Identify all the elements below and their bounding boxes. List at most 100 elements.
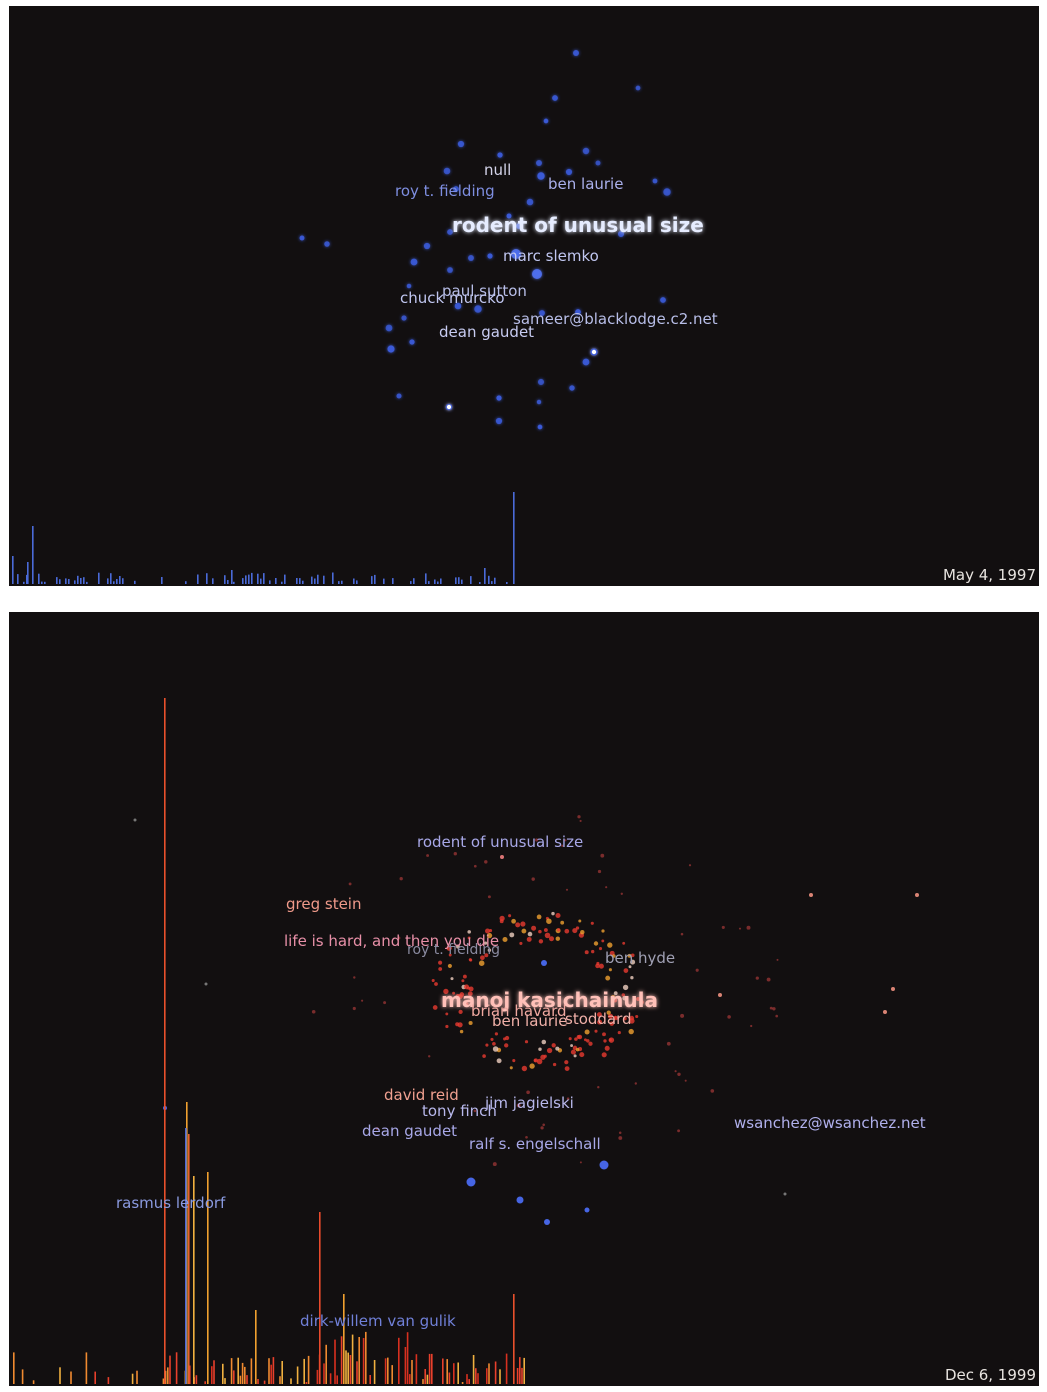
node-dot bbox=[783, 1192, 787, 1196]
node-dot bbox=[537, 172, 545, 180]
node-dot bbox=[443, 167, 451, 175]
node-label: tony finch bbox=[422, 1102, 497, 1120]
histogram-bar bbox=[374, 574, 376, 584]
histogram-bar bbox=[164, 698, 166, 1384]
node-dot bbox=[584, 1029, 590, 1035]
node-dot bbox=[628, 965, 632, 969]
node-dot bbox=[465, 1002, 469, 1006]
histogram-bar bbox=[336, 1375, 338, 1384]
node-dot bbox=[613, 991, 618, 996]
node-dot bbox=[446, 945, 452, 951]
histogram-bar bbox=[186, 1102, 188, 1384]
histogram-bar bbox=[365, 1331, 367, 1384]
node-dot bbox=[540, 1126, 544, 1130]
node-dot bbox=[636, 996, 641, 1002]
node-dot bbox=[584, 950, 589, 955]
node-dot bbox=[607, 942, 613, 948]
node-dot bbox=[574, 1037, 578, 1041]
node-dot bbox=[607, 1013, 613, 1019]
node-dot bbox=[541, 960, 547, 966]
node-dot bbox=[352, 1006, 356, 1011]
visualization-panel-1999: rodent of unusual size greg stein life i… bbox=[9, 612, 1039, 1386]
node-dot bbox=[484, 953, 489, 958]
histogram-bar bbox=[486, 1368, 488, 1384]
histogram-bar bbox=[230, 1358, 233, 1384]
histogram-bar bbox=[281, 1361, 283, 1384]
histogram-bar bbox=[316, 1369, 319, 1384]
node-dot bbox=[487, 948, 492, 952]
histogram-bar bbox=[245, 575, 247, 584]
histogram-bar bbox=[383, 578, 385, 584]
node-dot bbox=[463, 984, 470, 990]
node-dot bbox=[543, 1054, 547, 1058]
node-dot bbox=[680, 932, 684, 936]
node-dot bbox=[599, 1160, 609, 1170]
histogram-bar bbox=[224, 575, 226, 584]
node-dot bbox=[597, 1085, 600, 1089]
node-dot bbox=[485, 1043, 489, 1047]
node-dot bbox=[548, 936, 555, 942]
node-dot bbox=[524, 1040, 529, 1044]
node-dot bbox=[531, 925, 537, 931]
node-dot bbox=[598, 947, 603, 951]
node-dot bbox=[458, 1009, 463, 1015]
node-dot bbox=[604, 1045, 610, 1051]
node-dot bbox=[618, 1131, 622, 1134]
histogram-bar bbox=[98, 572, 100, 584]
node-label: rodent of unusual size bbox=[452, 213, 704, 237]
node-dot bbox=[434, 982, 438, 986]
histogram-bar bbox=[424, 1369, 426, 1384]
histogram-bar bbox=[513, 492, 515, 584]
histogram-bar bbox=[338, 581, 340, 584]
node-label: null bbox=[484, 161, 511, 179]
histogram-bar bbox=[434, 579, 436, 584]
node-dot bbox=[718, 993, 722, 997]
node-dot bbox=[596, 1012, 602, 1018]
histogram-bar bbox=[358, 1337, 360, 1384]
histogram-bar bbox=[437, 581, 439, 584]
node-dot bbox=[915, 893, 919, 897]
node-dot bbox=[387, 345, 395, 353]
histogram-bar bbox=[406, 1332, 409, 1384]
histogram-bar bbox=[32, 526, 34, 584]
node-label: sameer@blacklodge.c2.net bbox=[513, 310, 718, 328]
node-dot bbox=[688, 864, 692, 867]
node-dot bbox=[536, 1058, 543, 1065]
histogram-bar bbox=[345, 1350, 347, 1384]
node-dot bbox=[511, 918, 516, 924]
node-dot bbox=[423, 242, 431, 250]
node-dot bbox=[401, 315, 407, 321]
histogram-bar bbox=[26, 574, 28, 584]
histogram-bar bbox=[169, 1355, 171, 1384]
node-dot bbox=[684, 1079, 687, 1082]
histogram-bar bbox=[263, 1380, 266, 1384]
node-dot bbox=[361, 999, 364, 1002]
node-dot bbox=[375, 1127, 379, 1130]
histogram-bar bbox=[237, 1357, 239, 1384]
histogram-bar bbox=[513, 1294, 515, 1384]
histogram-bar bbox=[260, 578, 262, 584]
node-dot bbox=[447, 963, 452, 968]
histogram-bar bbox=[32, 1380, 35, 1384]
node-dot bbox=[445, 1024, 449, 1029]
node-dot bbox=[428, 1055, 431, 1058]
node-dot bbox=[526, 1090, 530, 1095]
activity-histogram bbox=[12, 492, 515, 584]
visualization-panel-1997: null roy t. fielding ben laurie rodent o… bbox=[9, 6, 1039, 586]
node-dot bbox=[459, 1029, 464, 1034]
histogram-bar bbox=[281, 581, 283, 584]
histogram-bar bbox=[371, 576, 373, 584]
node-dot bbox=[555, 912, 561, 919]
histogram-bar bbox=[74, 580, 76, 584]
node-dot bbox=[605, 975, 611, 981]
node-dot bbox=[573, 1054, 577, 1058]
histogram-bar bbox=[206, 573, 208, 584]
node-dot bbox=[474, 305, 482, 313]
node-dot bbox=[494, 1032, 499, 1036]
node-dot bbox=[526, 198, 534, 206]
node-dot bbox=[613, 1015, 618, 1021]
node-dot bbox=[572, 928, 578, 934]
node-label: paul sutton bbox=[442, 282, 527, 300]
node-dot bbox=[496, 395, 502, 401]
histogram-bar bbox=[17, 574, 19, 584]
